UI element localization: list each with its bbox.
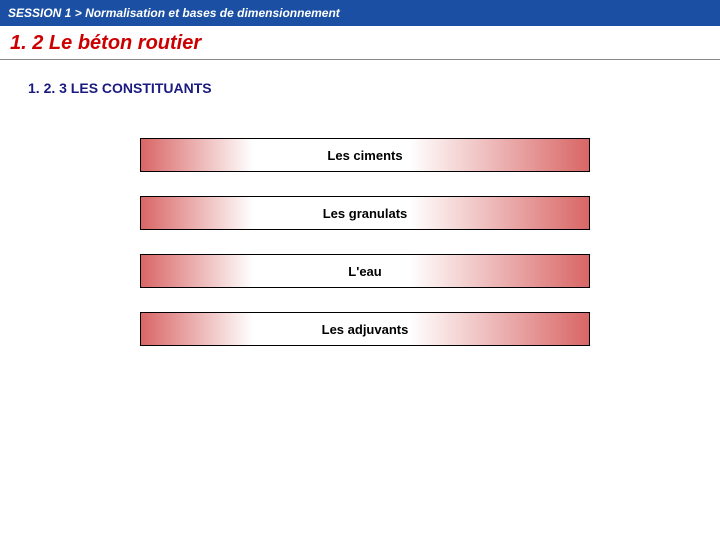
header-subtitle: Normalisation et bases de dimensionnemen… [85, 6, 340, 20]
title-underline [0, 59, 720, 60]
item-box-3: Les adjuvants [140, 312, 590, 346]
header-bar: SESSION 1 > Normalisation et bases de di… [0, 0, 720, 26]
item-box-0: Les ciments [140, 138, 590, 172]
item-box-2: L'eau [140, 254, 590, 288]
items-container: Les ciments Les granulats L'eau Les adju… [0, 138, 720, 346]
main-title: 1. 2 Le béton routier [0, 26, 720, 59]
section-title: 1. 2. 3 LES CONSTITUANTS [0, 66, 720, 96]
header-text: SESSION 1 > Normalisation et bases de di… [8, 6, 340, 20]
item-label: Les ciments [327, 148, 402, 163]
item-label: L'eau [348, 264, 381, 279]
item-label: Les granulats [323, 206, 408, 221]
session-label: SESSION 1 [8, 6, 71, 20]
header-separator: > [75, 6, 82, 20]
item-box-1: Les granulats [140, 196, 590, 230]
item-label: Les adjuvants [322, 322, 409, 337]
